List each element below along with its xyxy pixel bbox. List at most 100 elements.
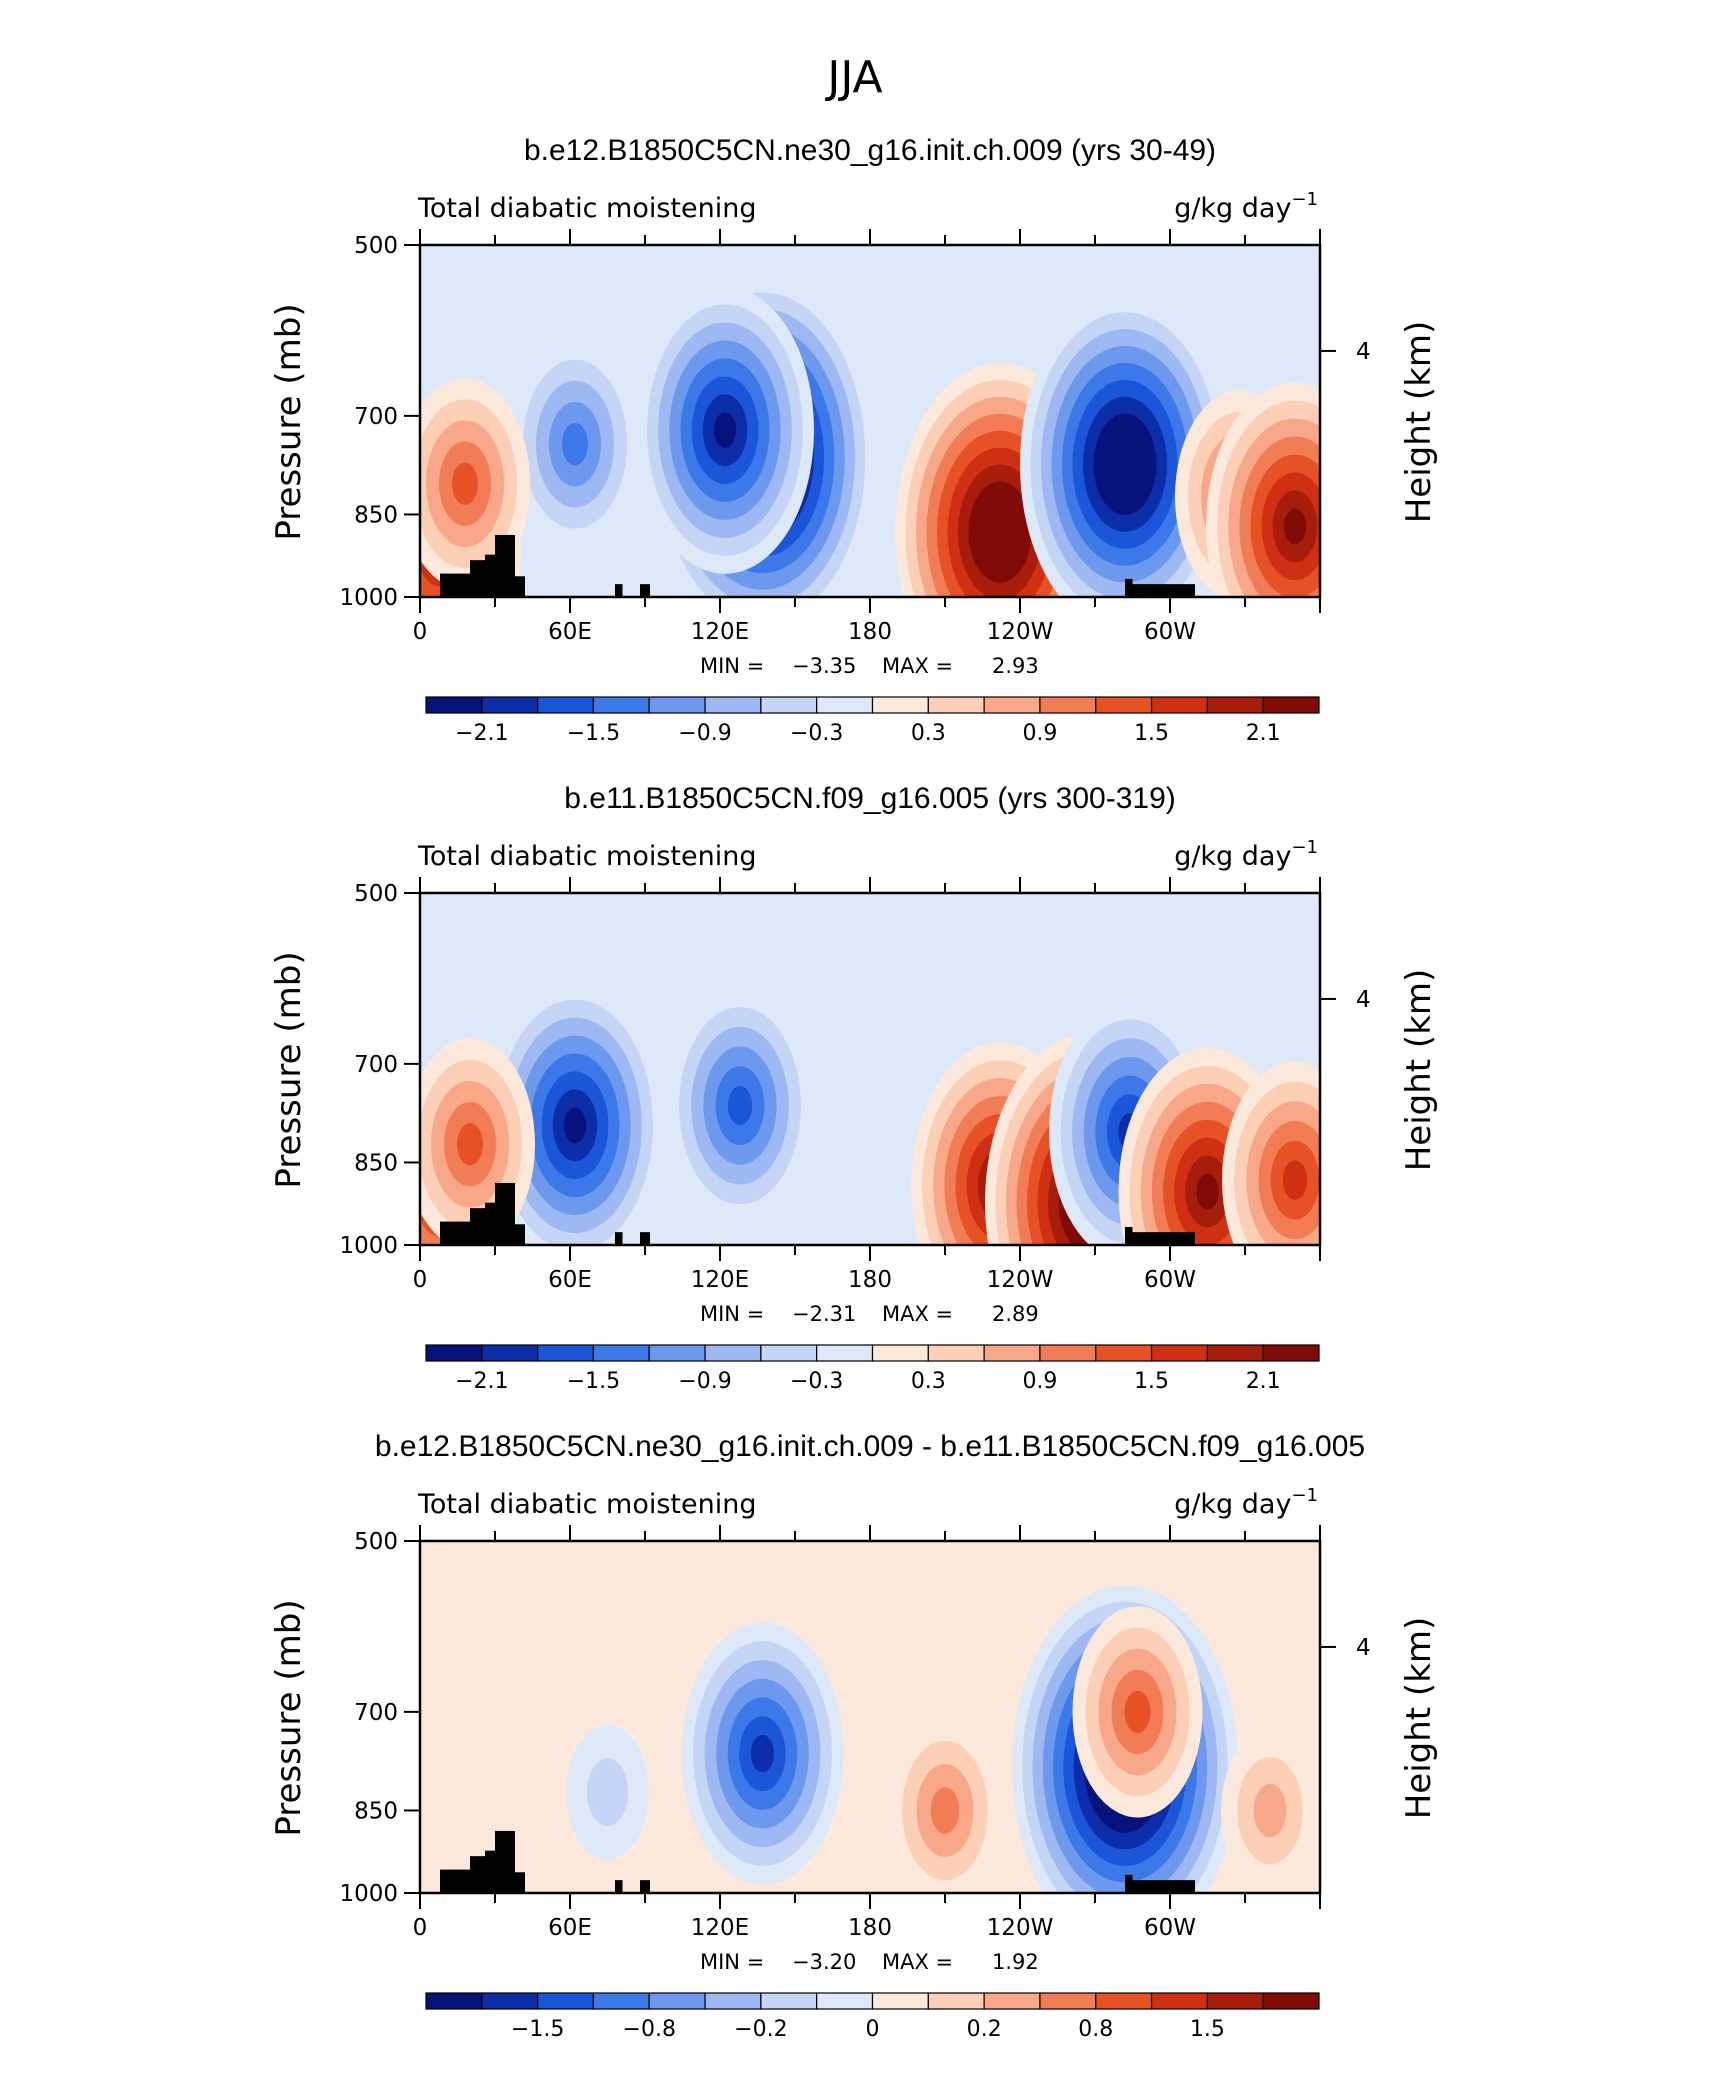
x-tick-label: 180 [848,619,892,645]
x-tick-label: 180 [848,1267,892,1293]
panel-title: b.e12.B1850C5CN.ne30_g16.init.ch.009 (yr… [524,134,1216,167]
topography [470,560,485,597]
y-tick-label: 850 [354,1150,398,1176]
x-tick-label: 60W [1144,619,1196,645]
colorbar-label: −0.9 [678,1369,731,1394]
colorbar-swatch [648,696,706,714]
left-string: Total diabatic moistening [417,193,756,224]
panel-2: b.e11.B1850C5CN.f09_g16.005 (yrs 300-319… [269,782,1439,1394]
contour-level [750,1734,775,1773]
max-label: MAX = [882,1950,953,1974]
panel-1: b.e12.B1850C5CN.ne30_g16.init.ch.009 (yr… [269,134,1439,746]
colorbar-label: 0.9 [1022,1369,1057,1394]
colorbar-label: 0.3 [911,1369,946,1394]
y2-axis-label: Height (km) [1399,321,1439,524]
topography [1132,584,1160,597]
colorbar-swatch [425,696,483,714]
y2-axis-label: Height (km) [1399,1617,1439,1820]
topography [495,534,515,597]
field-feature [1072,1606,1203,1818]
x-tick-label: 60W [1144,1267,1196,1293]
colorbar-label: 1.5 [1134,1369,1169,1394]
colorbar-swatch [760,696,818,714]
topography [615,1232,623,1245]
colorbar-swatch [1262,696,1320,714]
contour-level [1253,1783,1287,1838]
colorbar-swatch [1039,696,1097,714]
colorbar-swatch [537,696,595,714]
topography [515,1224,525,1245]
topography [640,1232,650,1245]
y-tick-label: 700 [354,1052,398,1078]
min-value: −2.31 [792,1302,856,1326]
topography [615,584,623,597]
colorbar-swatch [927,1992,985,2010]
colorbar-label: 1.5 [1134,721,1169,746]
min-value: −3.35 [792,654,856,678]
colorbar-swatch [1206,1992,1264,2010]
topography [450,1221,470,1245]
y-axis-label: Pressure (mb) [269,1599,309,1836]
colorbar-swatch [648,1344,706,1362]
topography [470,1856,485,1893]
y-tick-label: 1000 [339,585,398,611]
x-tick-label: 120W [987,619,1054,645]
colorbar-swatch [1262,1344,1320,1362]
colorbar-swatch [425,1992,483,2010]
y-tick-label: 850 [354,1798,398,1824]
x-tick-label: 120E [691,619,749,645]
field-feature [1222,1061,1320,1245]
contour-level [1124,1690,1151,1733]
contour-level [562,422,588,466]
axes: 500 700 850 1000 4 0 60E 120E 180 120W 60W [339,877,1371,1293]
colorbar-swatch [481,1344,539,1362]
topography [515,1872,525,1893]
left-string: Total diabatic moistening [417,841,756,872]
x-tick-label: 0 [413,619,428,645]
left-string: Total diabatic moistening [417,1489,756,1520]
topography [1125,1226,1133,1245]
contour-level [457,1123,483,1166]
colorbar-label: −0.2 [734,2017,787,2042]
units-label: g/kg day−1 [1174,837,1318,872]
x-tick-label: 0 [413,1915,428,1941]
plot-area [420,245,1320,597]
max-label: MAX = [882,1302,953,1326]
contour-level [989,515,1011,549]
topography [1132,1880,1160,1893]
field-feature [510,338,640,550]
panel-3: b.e12.B1850C5CN.ne30_g16.init.ch.009 - b… [269,1430,1439,2042]
colorbar: −2.1 −1.5 −0.9 −0.3 0.3 0.9 1.5 2.1 [425,1344,1320,1394]
figure-title: JJA [824,52,882,103]
colorbar-swatch [760,1344,818,1362]
colorbar-swatch [927,696,985,714]
colorbar-swatch [871,696,929,714]
field-feature [681,1622,844,1885]
x-tick-label: 120E [691,1267,749,1293]
field-feature [667,987,813,1224]
colorbar-swatch [816,696,874,714]
contour-level [1196,1173,1219,1210]
colorbar-label: −0.8 [623,2017,676,2042]
topography [1160,1880,1195,1893]
topography [515,576,525,597]
max-value: 2.93 [992,654,1039,678]
colorbar-label: 0.8 [1078,2017,1113,2042]
colorbar-label: −1.5 [567,721,620,746]
y-tick-label: 850 [354,502,398,528]
colorbar-swatch [1150,696,1208,714]
y-tick-label: 1000 [339,1233,398,1259]
x-tick-label: 60E [548,1915,592,1941]
x-tick-label: 60W [1144,1915,1196,1941]
colorbar-swatch [537,1992,595,2010]
colorbar-swatch [1095,1344,1153,1362]
contour-level [1114,447,1136,482]
y-axis-label: Pressure (mb) [269,951,309,1188]
topography [495,1182,515,1245]
x-tick-label: 60E [548,619,592,645]
field-feature [1221,1730,1319,1891]
x-tick-label: 0 [413,1267,428,1293]
colorbar-swatch [1150,1992,1208,2010]
colorbar-swatch [816,1344,874,1362]
colorbar-swatch [1095,1992,1153,2010]
